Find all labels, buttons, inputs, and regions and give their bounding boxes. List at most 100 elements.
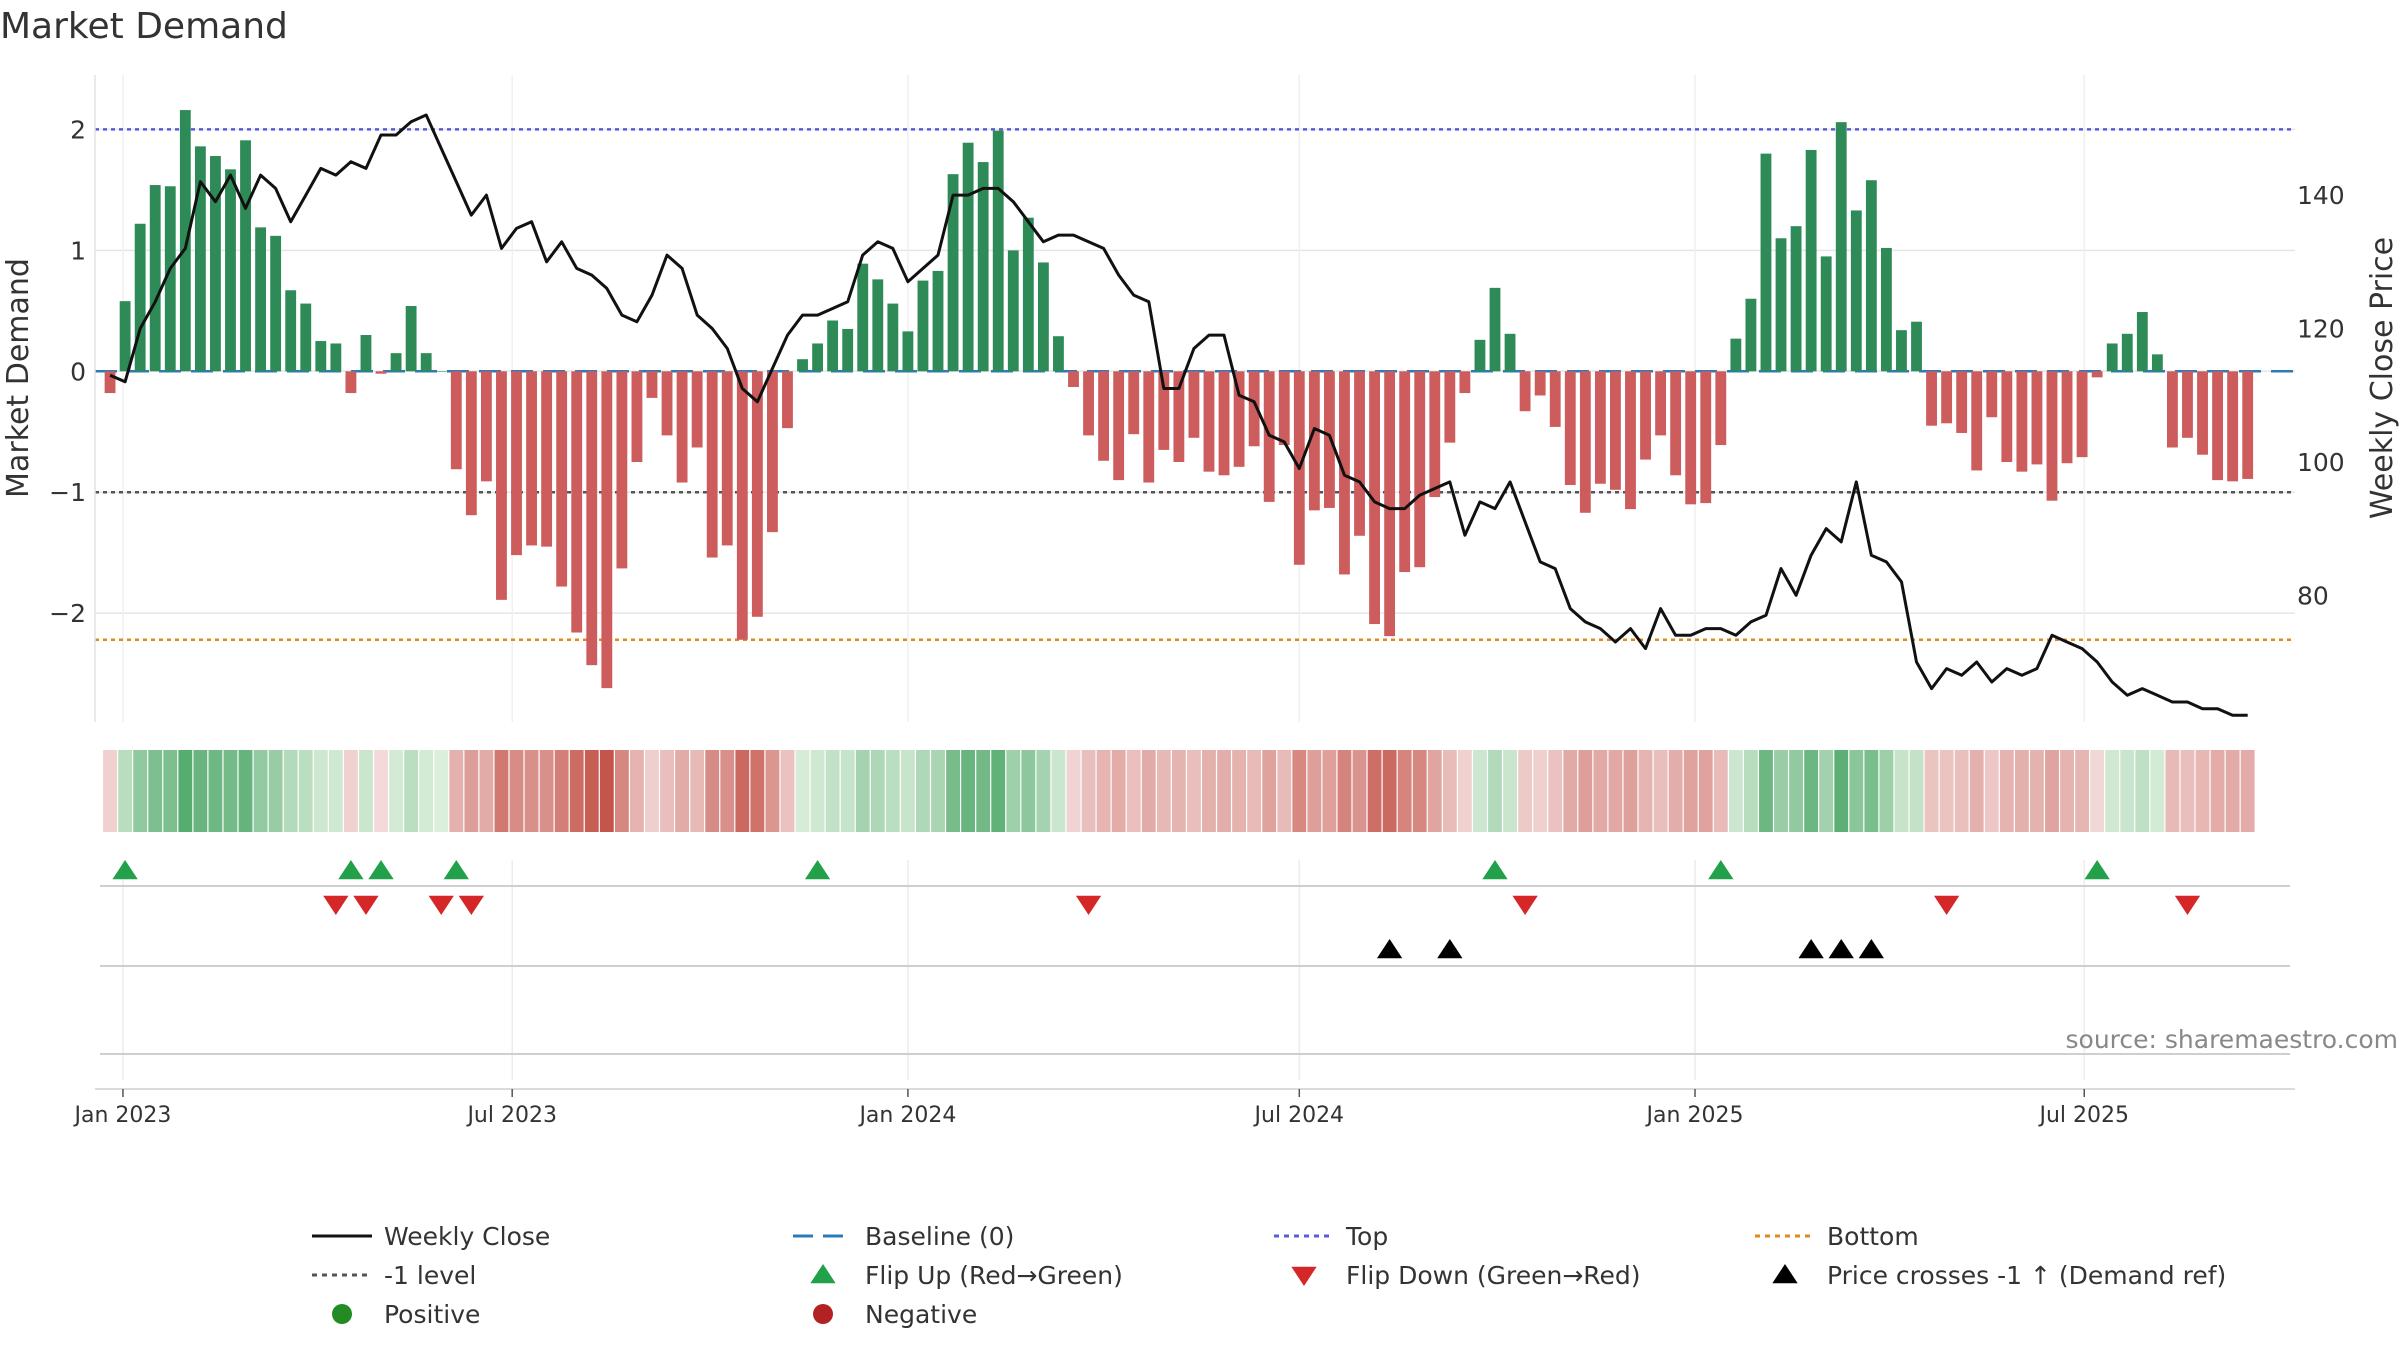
demand-bar — [1278, 371, 1290, 446]
heat-cell — [1668, 750, 1683, 832]
demand-bar — [330, 343, 342, 372]
heat-cell — [599, 750, 614, 832]
demand-bar — [1037, 262, 1049, 372]
heat-cell — [283, 750, 298, 832]
heat-cell — [1503, 750, 1517, 832]
heat-cell — [1397, 750, 1412, 832]
demand-bar — [1022, 217, 1034, 372]
demand-bar — [1835, 122, 1847, 372]
heat-cell — [2075, 750, 2090, 832]
demand-bar — [2197, 371, 2208, 455]
heat-cell — [253, 750, 268, 832]
heat-cell — [1141, 750, 1156, 832]
heat-cell — [1533, 750, 1548, 832]
demand-bar — [2016, 371, 2028, 472]
heat-cell — [539, 750, 554, 832]
heat-cell — [1849, 750, 1864, 832]
demand-bar — [1534, 371, 1546, 396]
heat-cell — [1578, 750, 1593, 832]
legend-item: Flip Down (Green→Red) — [1291, 1261, 1641, 1290]
heat-cell — [2060, 750, 2074, 832]
heat-cell — [2135, 750, 2150, 832]
legend-label: Negative — [865, 1300, 977, 1329]
demand-bar — [1775, 238, 1787, 372]
flip-down-marker — [353, 895, 379, 915]
source-label: source: sharemaestro.com — [2066, 1025, 2399, 1054]
price-cross-marker — [1798, 939, 1824, 959]
heat-cell — [931, 750, 945, 832]
price-line-group — [109, 113, 2248, 717]
heat-cell — [1623, 750, 1638, 832]
x-tick-label: Jan 2025 — [1645, 1103, 1744, 1128]
legend-label: Flip Up (Red→Green) — [865, 1261, 1123, 1290]
demand-bar — [992, 130, 1004, 372]
heat-cell — [1262, 750, 1277, 832]
heat-cell — [870, 750, 885, 832]
legend-label: Top — [1345, 1222, 1388, 1251]
demand-bar — [1519, 371, 1531, 412]
demand-bar — [405, 305, 417, 372]
demand-bar — [1143, 371, 1155, 483]
demand-bar — [450, 371, 462, 470]
heat-cell — [449, 750, 464, 832]
heat-cell — [103, 750, 117, 832]
demand-bar — [812, 343, 823, 372]
y2-tick-label: 100 — [2297, 448, 2345, 477]
heat-cell — [660, 750, 674, 832]
heat-cell — [1217, 750, 1231, 832]
flip-up-marker — [338, 860, 364, 880]
demand-bar — [1188, 371, 1200, 438]
demand-bar — [360, 335, 372, 372]
heat-cell — [2225, 750, 2240, 832]
heat-cell — [2105, 750, 2120, 832]
demand-bar — [179, 110, 191, 372]
demand-bar — [1715, 371, 1727, 446]
demand-bar — [1549, 371, 1561, 427]
demand-bar — [1489, 287, 1501, 372]
demand-bar — [1384, 371, 1396, 637]
demand-bar — [1594, 371, 1606, 484]
demand-heat-strip — [103, 750, 2255, 832]
heat-cell — [1894, 750, 1909, 832]
legend-item: Top — [1274, 1222, 1388, 1251]
demand-bar — [1850, 210, 1862, 372]
demand-bar — [1880, 247, 1892, 372]
demand-bar — [571, 371, 583, 633]
heat-cell — [1247, 750, 1262, 832]
heat-cell — [419, 750, 434, 832]
legend-swatch — [1291, 1266, 1317, 1286]
heat-cell — [2090, 750, 2105, 832]
heat-cell — [1999, 750, 2014, 832]
demand-bar — [1941, 371, 1953, 424]
demand-bar — [1971, 371, 1983, 471]
heat-cell — [1171, 750, 1186, 832]
demand-bar — [1068, 371, 1079, 388]
event-markers — [100, 860, 2290, 1055]
heat-cell — [690, 750, 705, 832]
heat-cell — [705, 750, 720, 832]
demand-bar — [1685, 371, 1697, 505]
price-line — [109, 113, 2248, 717]
demand-bar — [767, 371, 778, 533]
demand-bar — [631, 371, 643, 462]
demand-bar — [149, 185, 161, 372]
heat-cell — [1367, 750, 1382, 832]
heat-cell — [1984, 750, 1999, 832]
demand-bar — [1610, 371, 1621, 490]
y-tick-label: 0 — [70, 357, 86, 386]
demand-bar — [104, 371, 116, 394]
y-tick-label: 1 — [70, 236, 86, 265]
heat-cell — [1819, 750, 1834, 832]
legend-item: -1 level — [312, 1261, 476, 1290]
demand-bar — [496, 371, 507, 600]
demand-bar — [736, 371, 748, 640]
heat-cell — [1126, 750, 1141, 832]
heat-cell — [569, 750, 584, 832]
flip-down-marker — [428, 895, 454, 915]
heat-cell — [2030, 750, 2044, 832]
heat-cell — [1804, 750, 1819, 832]
demand-bar — [1399, 371, 1411, 573]
demand-bar — [315, 341, 327, 372]
demand-bar — [1655, 371, 1667, 436]
heat-cell — [1111, 750, 1126, 832]
